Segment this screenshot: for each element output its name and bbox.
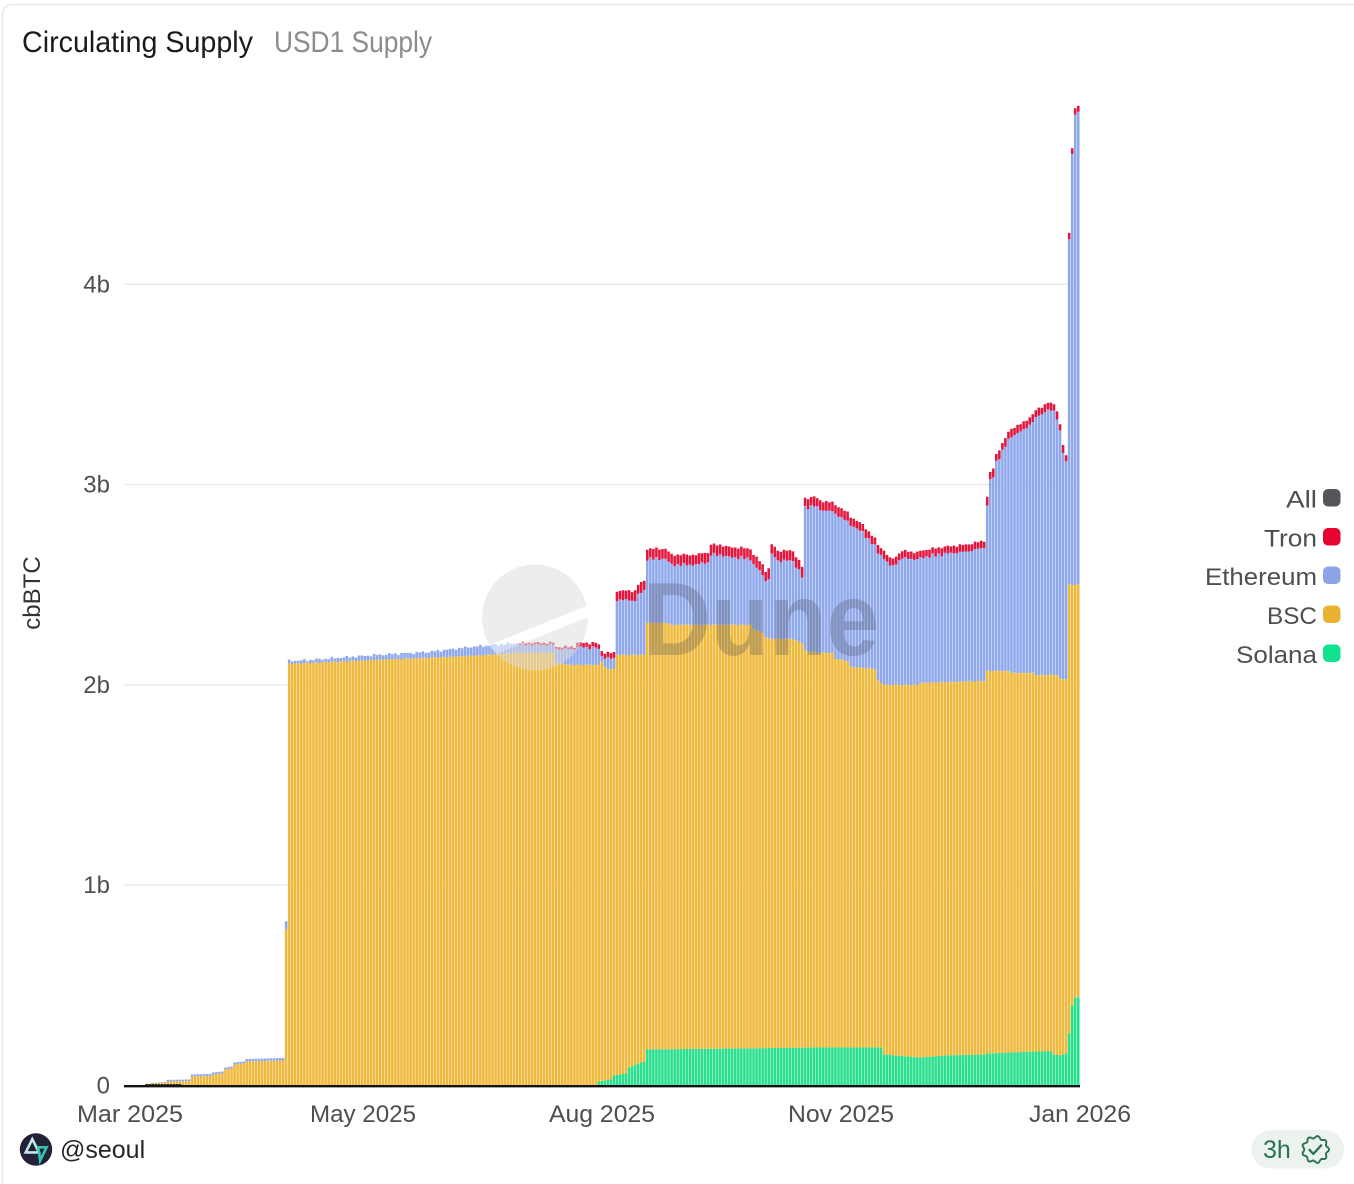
svg-text:cbBTC: cbBTC (19, 556, 46, 629)
svg-text:2b: 2b (83, 672, 110, 699)
svg-text:BSC: BSC (1267, 603, 1317, 630)
svg-text:Mar 2025: Mar 2025 (77, 1101, 183, 1128)
svg-text:Ethereum: Ethereum (1205, 564, 1317, 591)
svg-text:May 2025: May 2025 (310, 1101, 416, 1128)
svg-text:@seoul: @seoul (60, 1136, 145, 1164)
svg-text:3h: 3h (1263, 1136, 1291, 1164)
svg-text:All: All (1286, 487, 1317, 514)
svg-text:Dune: Dune (643, 562, 879, 678)
svg-text:Tron: Tron (1264, 526, 1317, 553)
svg-text:Aug 2025: Aug 2025 (549, 1101, 655, 1128)
svg-text:4b: 4b (83, 271, 110, 298)
svg-text:0: 0 (97, 1073, 110, 1100)
svg-text:Circulating Supply: Circulating Supply (22, 26, 253, 59)
svg-text:USD1 Supply: USD1 Supply (274, 26, 432, 59)
svg-text:Nov 2025: Nov 2025 (788, 1101, 894, 1128)
svg-text:1b: 1b (83, 872, 110, 899)
svg-text:Solana: Solana (1236, 642, 1318, 669)
svg-text:3b: 3b (83, 472, 110, 499)
svg-text:Jan 2026: Jan 2026 (1029, 1101, 1131, 1128)
